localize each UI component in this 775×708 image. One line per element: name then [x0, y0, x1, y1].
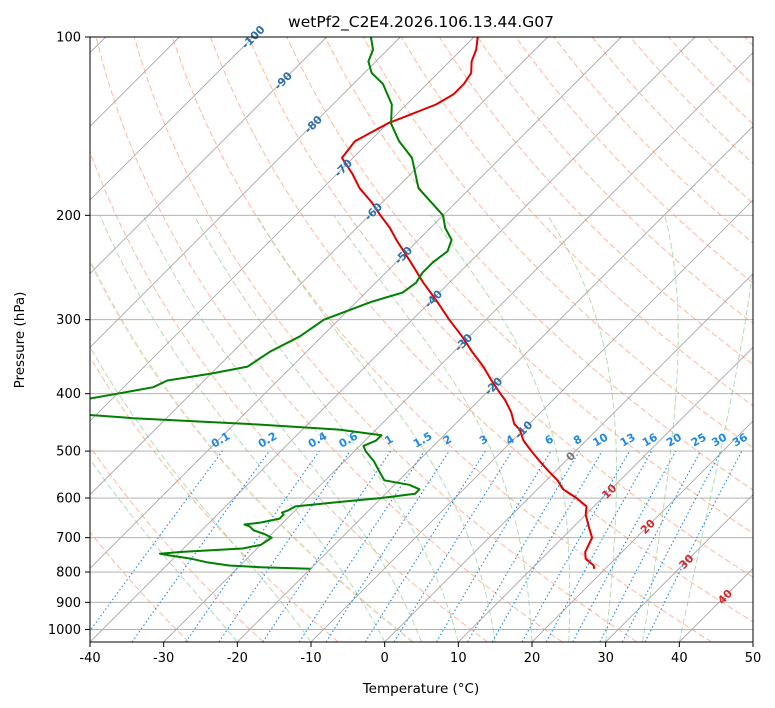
x-tick-label: 0 [381, 651, 389, 666]
dry-adiabat [95, 37, 563, 642]
x-axis-label: Temperature (°C) [362, 681, 480, 697]
moist-adiabat [90, 458, 238, 642]
isotherm-line [384, 273, 753, 642]
isotherm-line [163, 52, 753, 642]
mixing-ratio-line [185, 450, 320, 642]
mixing-ratio-line [90, 450, 223, 632]
dry-adiabat [90, 445, 264, 642]
dry-adiabat [171, 37, 712, 642]
y-tick-label: 300 [56, 313, 81, 328]
mixing-ratio-line [644, 450, 743, 642]
dry-adiabat [210, 37, 753, 623]
dry-adiabat [90, 150, 488, 642]
dry-adiabat [248, 37, 753, 578]
y-tick-label: 1000 [48, 623, 81, 638]
moist-adiabat [642, 215, 679, 642]
dry-adiabat [515, 37, 753, 284]
moist-adiabat [193, 215, 459, 642]
mixing-ratio-line [218, 450, 351, 642]
isotherm-line [237, 125, 753, 642]
x-tick-label: -30 [153, 651, 174, 666]
dry-adiabat [400, 37, 753, 407]
isotherm-line [90, 37, 401, 348]
moist-adiabat [90, 345, 312, 642]
dry-adiabat [90, 531, 190, 642]
x-tick-label: 50 [745, 651, 762, 666]
moist-adiabat [333, 215, 533, 642]
x-tick-label: -10 [300, 651, 321, 666]
dewpoint-profile [90, 37, 453, 570]
y-tick-label: 900 [56, 596, 81, 611]
isotherm-line [90, 37, 475, 422]
x-tick-label: 20 [524, 651, 541, 666]
dry-adiabat [90, 356, 339, 642]
isotherm-line [310, 199, 753, 642]
isotherm-line [458, 346, 753, 642]
mixing-ratio-line [298, 450, 425, 642]
isotherm-line [605, 494, 753, 642]
mixing-ratio-line [325, 450, 450, 642]
isotherm-line [90, 37, 622, 569]
y-tick-label: 400 [56, 387, 81, 402]
x-tick-label: -40 [79, 651, 100, 666]
moist-adiabat [255, 215, 496, 642]
moist-adiabat [142, 215, 422, 642]
background-lines [90, 37, 753, 642]
isotherm-line [90, 37, 254, 201]
temperature-profile [341, 37, 596, 569]
dry-adiabat [133, 37, 638, 642]
y-tick-label: 200 [56, 209, 81, 224]
chart-title: wetPf2_C2E4.2026.106.13.44.G07 [288, 13, 554, 32]
x-tick-label: 40 [671, 651, 688, 666]
y-axis: 100 200 300 400 500 600 700 800 900 1000 [48, 31, 90, 638]
mixing-ratio-line [131, 450, 270, 642]
mixing-ratio-line [393, 450, 513, 642]
moist-adiabat [547, 215, 617, 642]
x-tick-label: 30 [597, 651, 614, 666]
series-layer [90, 37, 596, 570]
isotherm-line [90, 37, 327, 275]
mixing-ratio-line [572, 450, 677, 642]
y-tick-label: 600 [56, 492, 81, 507]
y-tick-label: 100 [56, 31, 81, 46]
isotherm-line [531, 420, 753, 642]
dry-adiabat [438, 37, 753, 366]
isotherm-line [90, 37, 548, 496]
isotherm-line [90, 37, 696, 642]
plot-frame [89, 36, 754, 643]
y-tick-label: 500 [56, 445, 81, 460]
x-tick-label: 10 [450, 651, 467, 666]
y-tick-label: 800 [56, 566, 81, 581]
mixing-ratio-line [521, 450, 630, 642]
moist-adiabat [678, 265, 753, 642]
x-tick-label: -20 [227, 651, 248, 666]
mixing-ratio-line [262, 450, 392, 642]
x-axis: -40 -30 -20 -10 0 10 20 30 40 50 [79, 642, 761, 666]
y-tick-label: 700 [56, 531, 81, 546]
mixing-ratio-line [545, 450, 653, 642]
y-axis-label: Pressure (hPa) [12, 292, 28, 389]
